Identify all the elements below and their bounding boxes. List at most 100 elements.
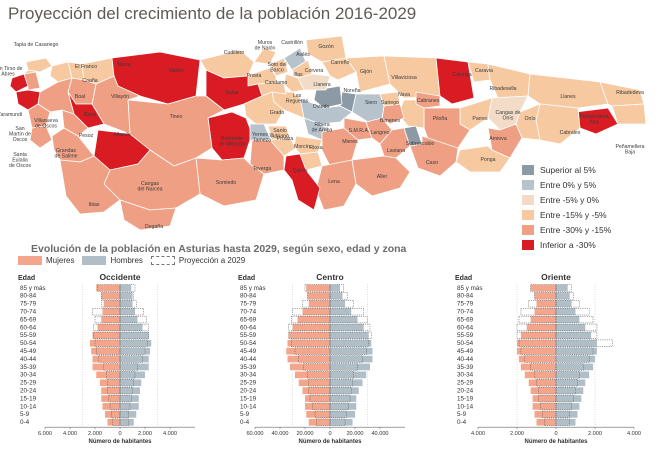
- municipality-gijon: [345, 55, 391, 93]
- age-label: 10-14: [240, 403, 257, 410]
- bar-proyeccion-hombres: [119, 379, 134, 387]
- map-label-villaviciosa: Villaviciosa: [391, 75, 417, 81]
- bar-mujeres: [295, 371, 330, 379]
- age-label: 85 y más: [457, 285, 483, 292]
- bar-mujeres: [101, 292, 120, 300]
- bar-hombres: [330, 379, 363, 387]
- age-label: 55-59: [20, 332, 37, 339]
- bar-proyeccion-hombres: [119, 315, 147, 324]
- bar-proyeccion-mujeres: [316, 418, 331, 426]
- bar-proyeccion-hombres: [329, 347, 367, 355]
- bar-hombres: [556, 411, 578, 418]
- x-tick-label: 4.000: [163, 431, 177, 437]
- bar-proyeccion-hombres: [555, 410, 570, 418]
- map-label-penamellera-alta: Peñamellera Alta: [579, 114, 608, 126]
- map-label-ribera-de-arriba: Ribera de Arriba: [312, 122, 333, 134]
- legend-label: Entre -30% y -15%: [540, 224, 612, 235]
- x-tick-label: 40.000: [271, 431, 288, 437]
- bar-proyeccion-mujeres: [530, 284, 557, 292]
- bar-proyeccion-hombres: [119, 347, 146, 355]
- bar-mujeres: [90, 339, 120, 347]
- age-label: 30-34: [457, 372, 474, 379]
- bar-proyeccion-hombres: [329, 394, 351, 403]
- bar-proyeccion-mujeres: [534, 371, 557, 379]
- bar-mujeres: [96, 371, 120, 379]
- bar-proyeccion-hombres: [119, 387, 133, 395]
- map-label-pilona: Piloña: [433, 116, 448, 122]
- bar-proyeccion-mujeres: [288, 323, 331, 332]
- municipality-castropol: [23, 69, 41, 75]
- map-label-gozon: Gozón: [318, 44, 333, 50]
- bar-proyeccion-hombres: [555, 379, 578, 387]
- bar-mujeres: [92, 363, 120, 371]
- bar-hombres: [330, 403, 357, 410]
- x-axis-label: Número de habitantes: [298, 439, 362, 445]
- bar-proyeccion-mujeres: [109, 402, 121, 411]
- bar-proyeccion-hombres: [555, 347, 594, 355]
- bar-hombres: [120, 332, 149, 339]
- bar-proyeccion-hombres: [329, 379, 353, 387]
- legend-item-entre-0-5: Entre 0% y 5%: [521, 177, 657, 192]
- bar-mujeres: [101, 387, 120, 394]
- map-label-grado: Grado: [270, 110, 285, 116]
- bar-proyeccion-mujeres: [307, 371, 331, 379]
- legend-swatch: [521, 163, 535, 176]
- age-label: 60-64: [20, 324, 37, 331]
- bar-mujeres: [107, 418, 120, 426]
- map-legend: Superior al 5% Entre 0% y 5% Entre -5% y 0…: [521, 162, 657, 252]
- bar-hombres: [556, 403, 580, 410]
- bar-hombres: [330, 371, 367, 379]
- age-label: 5-9: [240, 411, 250, 418]
- bar-hombres: [120, 379, 142, 387]
- municipality-pilona: [423, 107, 471, 149]
- bar-proyeccion-mujeres: [103, 363, 121, 371]
- bar-proyeccion-hombres: [119, 355, 143, 363]
- legend-swatch: [521, 238, 535, 251]
- age-label: 75-79: [240, 301, 257, 308]
- x-tick-label: 2.000: [510, 431, 524, 437]
- map-label-gijon: Gijón: [360, 69, 372, 75]
- bar-proyeccion-hombres: [555, 339, 613, 347]
- municipality-grado: [243, 91, 285, 125]
- bar-mujeres: [288, 332, 330, 339]
- municipality-san-tirso-de-abres: [9, 73, 29, 93]
- legend-hombres-label: Hombres: [110, 256, 143, 265]
- legend-hombres: Hombres: [82, 256, 143, 265]
- bar-hombres: [556, 332, 592, 339]
- age-label: 85 y más: [20, 285, 46, 292]
- bar-hombres: [556, 363, 594, 371]
- pyramid-title: Occidente: [99, 272, 140, 282]
- age-label: 35-39: [20, 364, 37, 371]
- page-title: Proyección del crecimiento de la poblaci…: [8, 4, 417, 23]
- municipality-s-m-r-a: [343, 117, 373, 141]
- bar-proyeccion-mujeres: [106, 371, 121, 379]
- mujeres-swatch: [18, 256, 42, 265]
- bar-mujeres: [534, 308, 556, 315]
- bar-hombres: [330, 300, 345, 308]
- legend-swatch: [521, 223, 535, 236]
- bar-mujeres: [518, 355, 556, 363]
- bar-proyeccion-hombres: [119, 292, 134, 300]
- bar-hombres: [120, 411, 137, 418]
- map-label-laviana: Laviana: [387, 148, 405, 154]
- age-label: 15-19: [457, 395, 474, 402]
- bar-hombres: [330, 324, 364, 331]
- bar-proyeccion-hombres: [329, 402, 349, 411]
- bar-proyeccion-mujeres: [291, 339, 331, 347]
- map-label-pesoz: Pesoz: [79, 133, 94, 139]
- map-label-degana: Degaña: [145, 224, 163, 230]
- bar-proyeccion-hombres: [119, 300, 137, 308]
- age-label: 70-74: [20, 309, 37, 316]
- municipality-somiedo: [195, 157, 265, 207]
- bar-proyeccion-hombres: [555, 331, 598, 339]
- map-label-cudillero: Cudillero: [224, 50, 245, 56]
- bar-hombres: [120, 403, 139, 410]
- age-label: 10-14: [457, 403, 474, 410]
- bar-hombres: [120, 308, 135, 315]
- age-label: 30-34: [20, 372, 37, 379]
- legend-label: Superior al 5%: [540, 164, 596, 175]
- map-label-soto-del-barco: Soto del Barco: [267, 62, 286, 74]
- x-tick-label: 6.000: [38, 431, 52, 437]
- pyramid-title: Oriente: [541, 272, 571, 282]
